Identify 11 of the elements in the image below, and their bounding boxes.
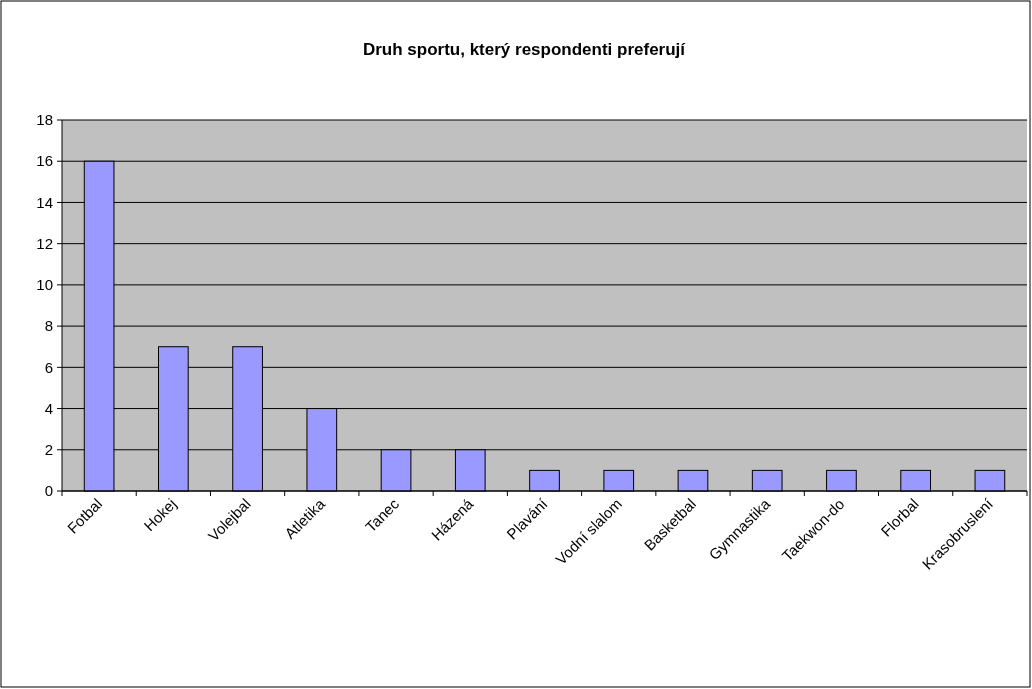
- y-tick-label: 4: [44, 399, 53, 417]
- y-tick-label: 10: [36, 276, 53, 294]
- y-tick-label: 14: [36, 193, 53, 211]
- y-tick-label: 6: [44, 358, 53, 376]
- y-tick-label: 12: [36, 234, 53, 252]
- chart-title: Druh sportu, který respondenti preferují: [362, 40, 687, 59]
- y-tick-label: 0: [44, 482, 53, 500]
- y-tick-label: 18: [36, 111, 53, 129]
- y-tick-label: 16: [36, 152, 53, 170]
- y-tick-label: 8: [44, 317, 53, 335]
- y-tick-label: 2: [44, 441, 53, 459]
